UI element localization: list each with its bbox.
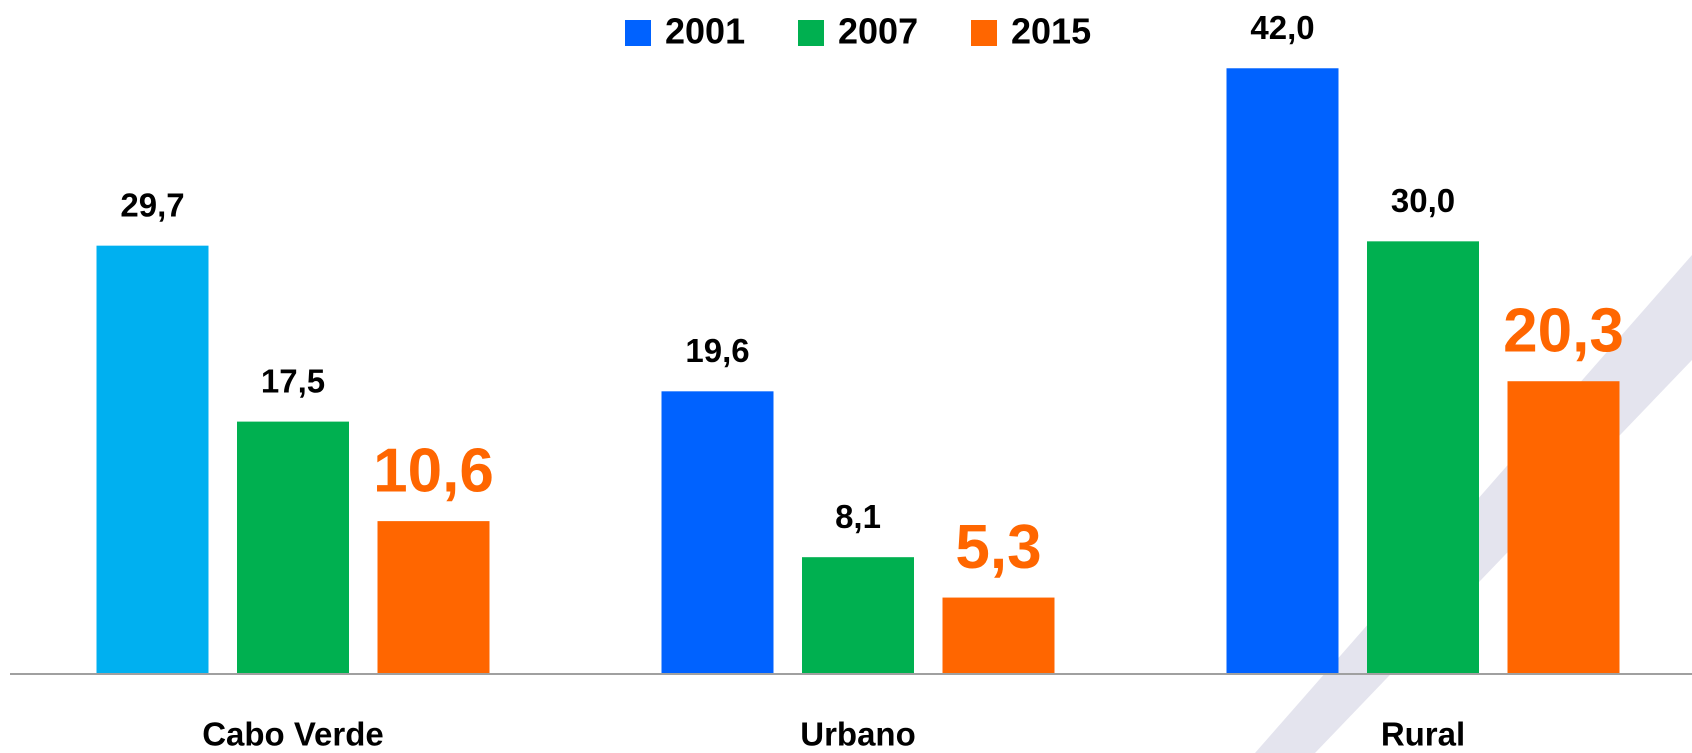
legend-swatch xyxy=(798,20,824,46)
data-label: 5,3 xyxy=(955,513,1041,582)
bar xyxy=(1507,381,1620,674)
bar xyxy=(942,597,1055,674)
data-label: 10,6 xyxy=(373,436,494,505)
data-label: 17,5 xyxy=(261,362,325,399)
data-label: 29,7 xyxy=(120,186,184,223)
x-tick-label: Urbano xyxy=(800,716,916,753)
bar xyxy=(661,391,774,674)
data-label: 20,3 xyxy=(1503,297,1624,366)
legend-swatch xyxy=(971,20,997,46)
x-tick-label: Rural xyxy=(1381,716,1465,753)
data-label: 30,0 xyxy=(1391,182,1455,219)
legend-label: 2007 xyxy=(838,11,918,52)
bar xyxy=(802,557,914,674)
legend-swatch xyxy=(625,20,651,46)
bar xyxy=(1226,68,1339,675)
bar xyxy=(96,245,209,674)
data-label: 19,6 xyxy=(685,332,749,369)
bar xyxy=(377,521,490,674)
legend-label: 2001 xyxy=(665,11,745,52)
bar xyxy=(1367,241,1479,675)
data-label: 42,0 xyxy=(1250,9,1314,46)
legend-label: 2015 xyxy=(1011,11,1091,52)
data-label: 8,1 xyxy=(835,498,881,535)
x-tick-label: Cabo Verde xyxy=(202,716,384,753)
bar xyxy=(237,421,349,674)
